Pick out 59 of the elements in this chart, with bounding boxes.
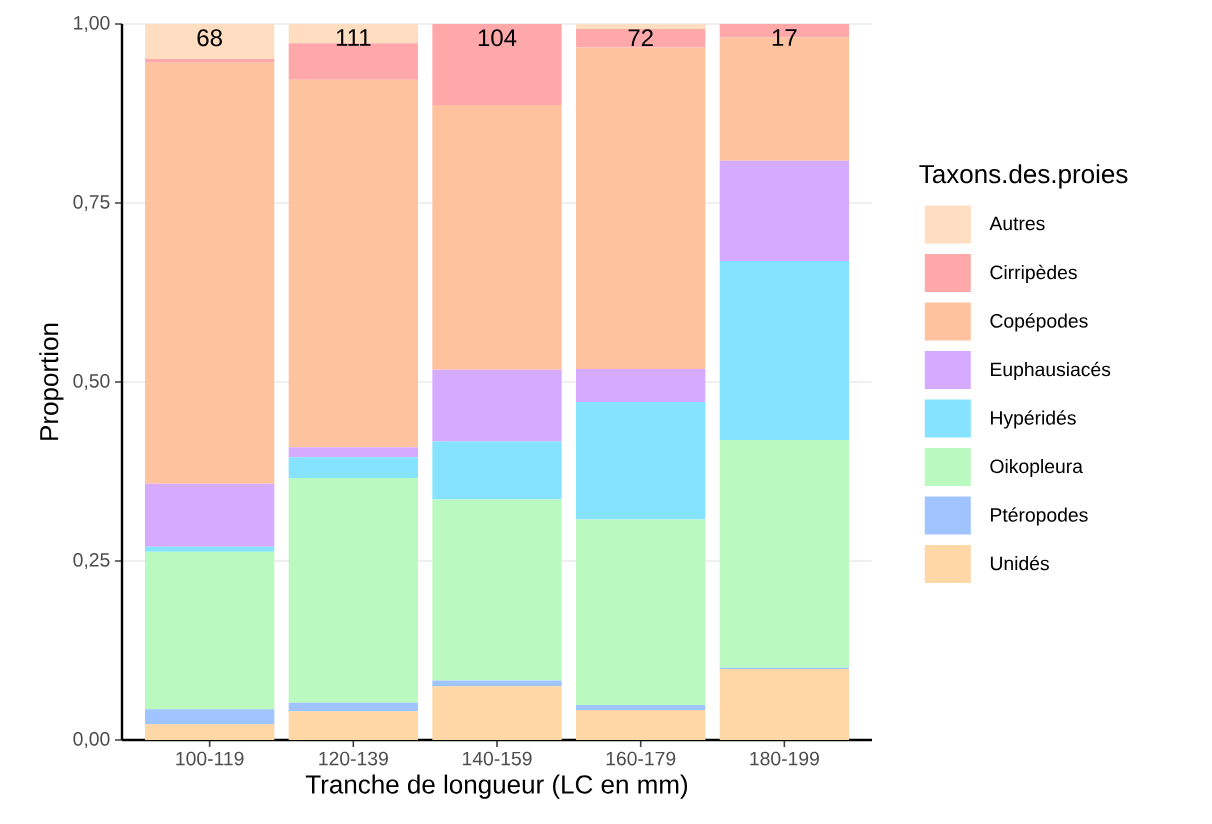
bar [288,79,418,448]
legend-label: Unidés [990,555,1049,571]
bar [719,669,850,740]
legend-label: Ptéropodes [991,507,1088,526]
bar [432,23,562,105]
bar [719,439,850,668]
legend-label: Oikopleura [990,458,1083,477]
legend-label: Autres [989,216,1045,231]
y-tick-label: 1,00 [74,15,110,32]
bar [576,709,706,740]
bar [719,160,850,261]
bar [144,59,275,63]
annotation: 104 [478,29,517,47]
bar [144,23,275,60]
legend-label: Euphausiacés [991,361,1111,381]
annotation: 68 [197,29,222,47]
bar [576,29,706,48]
annotation: 111 [336,29,371,46]
bar [144,62,275,484]
legend-label: Cirripèdes [990,264,1077,284]
y-tick-label: 0,50 [73,374,110,390]
bar [719,260,850,440]
bar [432,441,562,500]
bar [432,686,562,740]
bar [432,369,562,442]
bar [288,457,418,478]
bar [144,483,275,547]
legend-label: Copépodes [990,313,1088,332]
bar [288,477,418,703]
bar [288,23,418,44]
y-axis-title: Proportion [39,323,64,440]
legend-label: Hypéridés [991,410,1076,429]
bar [288,711,418,740]
bar [144,551,275,710]
bar [144,724,275,740]
bar [288,702,418,712]
annotation: 72 [628,29,653,47]
bar [432,499,562,681]
x-tick-label: 140-159 [462,751,532,766]
bar [576,519,706,705]
bar [576,704,706,710]
x-tick-label: 120-139 [319,751,388,766]
x-tick-label: 180-199 [750,751,819,766]
x-axis-title: Tranche de longueur (LC en mm) [305,774,688,799]
annotation: 17 [772,29,797,46]
bar [576,402,706,520]
y-tick-label: 0,75 [73,195,110,211]
x-tick-label: 100-119 [176,751,244,766]
bar [432,104,562,370]
bar [288,447,418,458]
bar [576,47,706,370]
bar [576,369,706,403]
y-tick-label: 0,00 [73,732,110,748]
bar [144,709,275,725]
y-tick-label: 0,25 [73,553,110,569]
bar [144,546,275,552]
bar [576,23,706,29]
x-tick-label: 160-179 [606,751,676,766]
legend-title: Taxons.des.proies [919,164,1128,189]
